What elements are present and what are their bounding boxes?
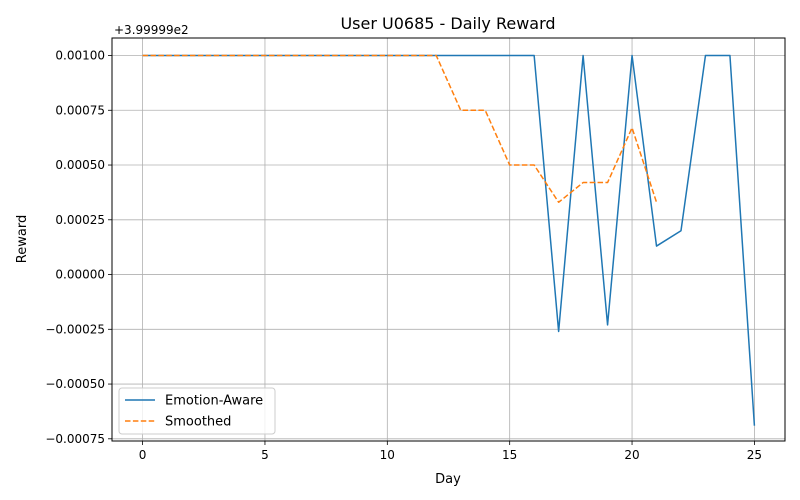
y-tick-label: −0.00075 [45,432,105,446]
y-tick-label: 0.00075 [55,103,105,117]
y-tick-label: 0.00000 [55,268,105,282]
y-tick-label: 0.00050 [55,158,105,172]
x-tick-label: 25 [747,448,762,462]
y-axis-label: Reward [15,215,30,263]
y-tick-label: 0.00100 [55,49,105,63]
y-tick-label: −0.00050 [45,377,105,391]
x-tick-label: 20 [624,448,639,462]
x-axis-label: Day [435,472,461,487]
chart-title: User U0685 - Daily Reward [340,14,555,33]
x-tick-label: 15 [502,448,517,462]
series-lines [142,54,756,426]
series-line-smoothed [142,54,658,204]
legend-box [118,387,276,435]
legend-label-emotion-aware: Emotion-Aware [165,394,263,409]
x-tick-label: 5 [261,448,269,462]
plot-frame [111,37,786,442]
y-tick-label: 0.00025 [55,213,105,227]
y-axis-offset: +3.99999e2 [114,23,189,37]
x-tick-label: 10 [380,448,395,462]
series-line-emotion-aware [142,54,756,426]
x-tick-label: 0 [139,448,147,462]
legend-label-smoothed: Smoothed [165,415,231,430]
axis-ticks: 0 5 10 15 20 25 −0.00075 −0.00050 −0.00025 0.0000… [45,49,762,462]
y-tick-label: −0.00025 [45,322,105,336]
legend: Emotion-Aware Smoothed [118,387,276,435]
